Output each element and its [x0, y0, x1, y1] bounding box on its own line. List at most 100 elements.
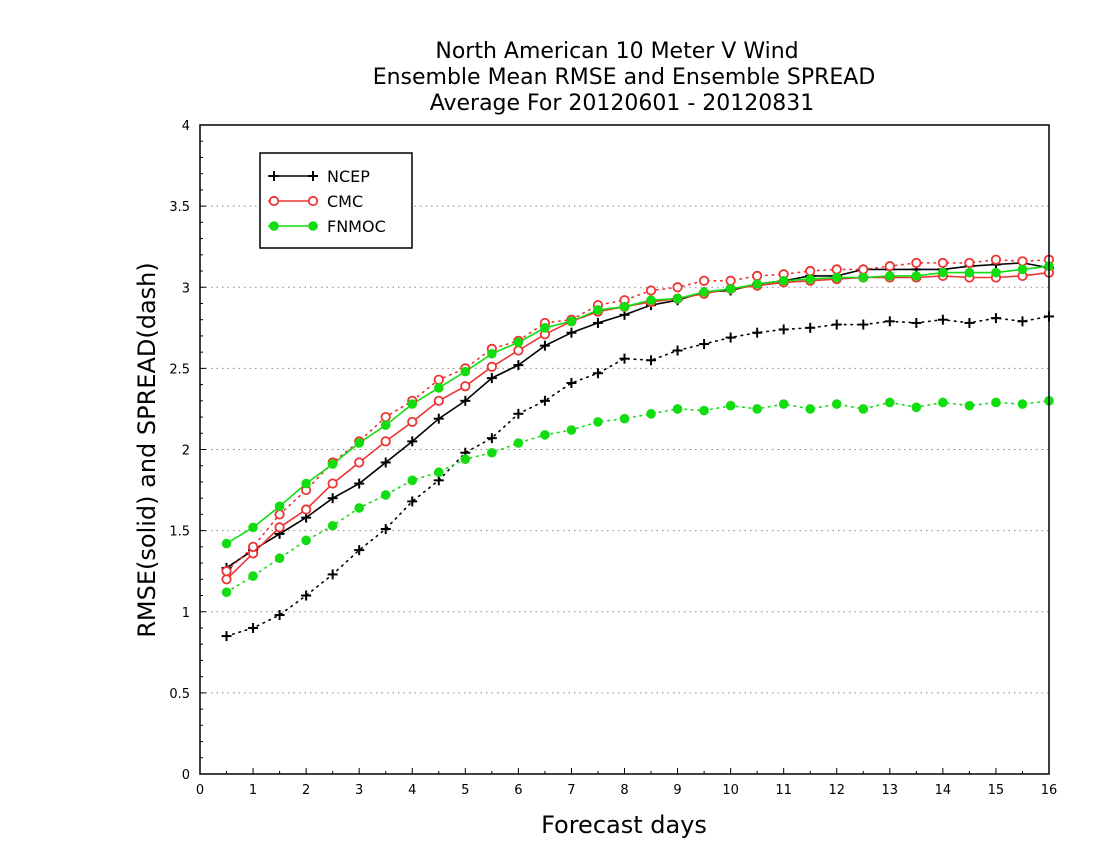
point-ncep-rmse-8 [433, 413, 444, 424]
point-fnmoc-rmse-17 [672, 293, 683, 304]
point-fnmoc-spread-3 [301, 535, 311, 546]
point-ncep-rmse-7 [407, 436, 418, 447]
point-fnmoc-spread-30 [1017, 399, 1028, 409]
x-tick-label-14: 14 [935, 783, 952, 798]
point-fnmoc-spread-9 [460, 454, 471, 465]
point-cmc-rmse-10 [486, 361, 497, 372]
x-axis-ticks: 0 1 2 3 4 5 6 7 8 9 10 11 12 13 14 15 16 [196, 768, 1057, 798]
point-fnmoc-spread-20 [752, 404, 762, 414]
point-cmc-rmse-7 [407, 416, 418, 428]
point-fnmoc-rmse-7 [407, 399, 418, 409]
point-cmc-spread-8 [433, 374, 444, 385]
legend-label-cmc: CMC [327, 192, 363, 211]
y-tick-label-7: 3.5 [169, 200, 190, 215]
point-fnmoc-rmse-5 [354, 438, 364, 448]
point-fnmoc-rmse-15 [619, 301, 630, 312]
point-fnmoc-spread-8 [433, 467, 444, 478]
point-fnmoc-spread-21 [778, 399, 789, 409]
point-ncep-spread-1 [248, 622, 259, 633]
point-fnmoc-rmse-14 [593, 305, 603, 315]
point-fnmoc-spread-5 [354, 503, 364, 513]
point-ncep-spread-28 [964, 317, 975, 328]
point-cmc-spread-22 [805, 265, 816, 277]
point-fnmoc-spread-4 [327, 520, 338, 531]
point-fnmoc-spread-27 [938, 397, 948, 408]
point-fnmoc-spread-7 [407, 475, 418, 486]
point-fnmoc-rmse-11 [513, 337, 524, 348]
point-ncep-spread-11 [513, 408, 524, 419]
legend-marker-start-cmc [268, 195, 280, 207]
series-cmc-rmse-line [225, 271, 1050, 580]
point-ncep-spread-20 [752, 327, 763, 338]
point-ncep-spread-19 [725, 332, 736, 343]
point-fnmoc-spread-1 [248, 571, 258, 581]
point-cmc-spread-27 [937, 257, 948, 269]
point-fnmoc-rmse-20 [752, 279, 762, 289]
x-tick-label-7: 7 [567, 783, 575, 798]
point-ncep-spread-0 [221, 631, 232, 642]
series-markers [221, 254, 1055, 642]
series-fnmoc-rmse-line [226, 265, 1050, 545]
y-tick-label-3: 1.5 [169, 525, 190, 540]
legend-label-ncep: NCEP [327, 167, 370, 186]
point-fnmoc-rmse-8 [433, 383, 444, 393]
point-ncep-spread-29 [990, 313, 1001, 324]
y-axis-label: RMSE(solid) and SPREAD(dash) [133, 262, 161, 638]
point-ncep-spread-3 [301, 590, 312, 601]
point-ncep-spread-21 [778, 324, 789, 335]
point-cmc-rmse-0 [221, 574, 232, 585]
point-fnmoc-rmse-9 [460, 366, 471, 377]
point-ncep-rmse-14 [592, 317, 603, 328]
point-ncep-spread-17 [672, 345, 683, 356]
y-tick-label-4: 2 [182, 444, 190, 459]
point-ncep-spread-30 [1017, 316, 1028, 327]
y-axis-ticks: 0 0.5 1 1.5 2 2.5 3 3.5 4 [169, 119, 206, 783]
point-fnmoc-spread-18 [699, 405, 709, 416]
grid-lines [200, 205, 1049, 694]
point-ncep-spread-27 [937, 314, 948, 325]
point-ncep-spread-24 [858, 319, 869, 330]
point-cmc-spread-2 [274, 509, 285, 520]
chart-title-line-1: North American 10 Meter V Wind [435, 39, 798, 64]
point-cmc-rmse-3 [301, 504, 312, 515]
y-tick-label-0: 0 [182, 768, 190, 783]
point-ncep-spread-7 [407, 496, 418, 507]
point-cmc-spread-26 [911, 257, 922, 269]
x-tick-label-16: 16 [1041, 783, 1058, 798]
point-fnmoc-rmse-13 [566, 316, 577, 327]
point-fnmoc-rmse-0 [221, 538, 232, 549]
point-fnmoc-rmse-28 [964, 267, 975, 278]
point-fnmoc-spread-23 [831, 399, 842, 409]
chart-title-line-3: Average For 20120601 - 20120831 [430, 91, 815, 116]
x-tick-label-12: 12 [828, 783, 845, 798]
point-fnmoc-rmse-1 [248, 522, 258, 533]
point-fnmoc-spread-19 [725, 400, 736, 411]
point-ncep-rmse-13 [566, 327, 577, 338]
point-fnmoc-rmse-19 [725, 284, 736, 294]
point-cmc-spread-19 [725, 275, 736, 286]
point-ncep-rmse-4 [327, 493, 338, 504]
series-ncep-spread-line [225, 315, 1050, 637]
point-cmc-rmse-8 [433, 395, 444, 406]
x-tick-label-9: 9 [673, 783, 681, 798]
point-cmc-rmse-11 [513, 345, 524, 356]
legend-marker-start-fnmoc [269, 221, 279, 231]
point-fnmoc-rmse-25 [885, 271, 895, 281]
point-cmc-spread-1 [247, 541, 259, 552]
chart-title: North American 10 Meter V Wind Ensemble … [373, 39, 876, 116]
point-ncep-rmse-9 [460, 395, 471, 406]
point-cmc-rmse-6 [380, 436, 391, 447]
x-tick-label-15: 15 [988, 783, 1005, 798]
point-fnmoc-spread-25 [885, 397, 895, 408]
legend-marker-end-cmc [307, 195, 319, 207]
point-fnmoc-rmse-29 [991, 267, 1001, 278]
point-cmc-spread-6 [380, 411, 391, 423]
point-fnmoc-rmse-21 [778, 275, 789, 286]
y-tick-label-2: 1 [182, 606, 190, 621]
point-cmc-spread-28 [964, 257, 975, 269]
point-fnmoc-spread-29 [991, 397, 1001, 408]
point-cmc-rmse-2 [274, 522, 285, 533]
x-tick-label-0: 0 [196, 783, 204, 798]
point-ncep-spread-23 [831, 319, 842, 330]
